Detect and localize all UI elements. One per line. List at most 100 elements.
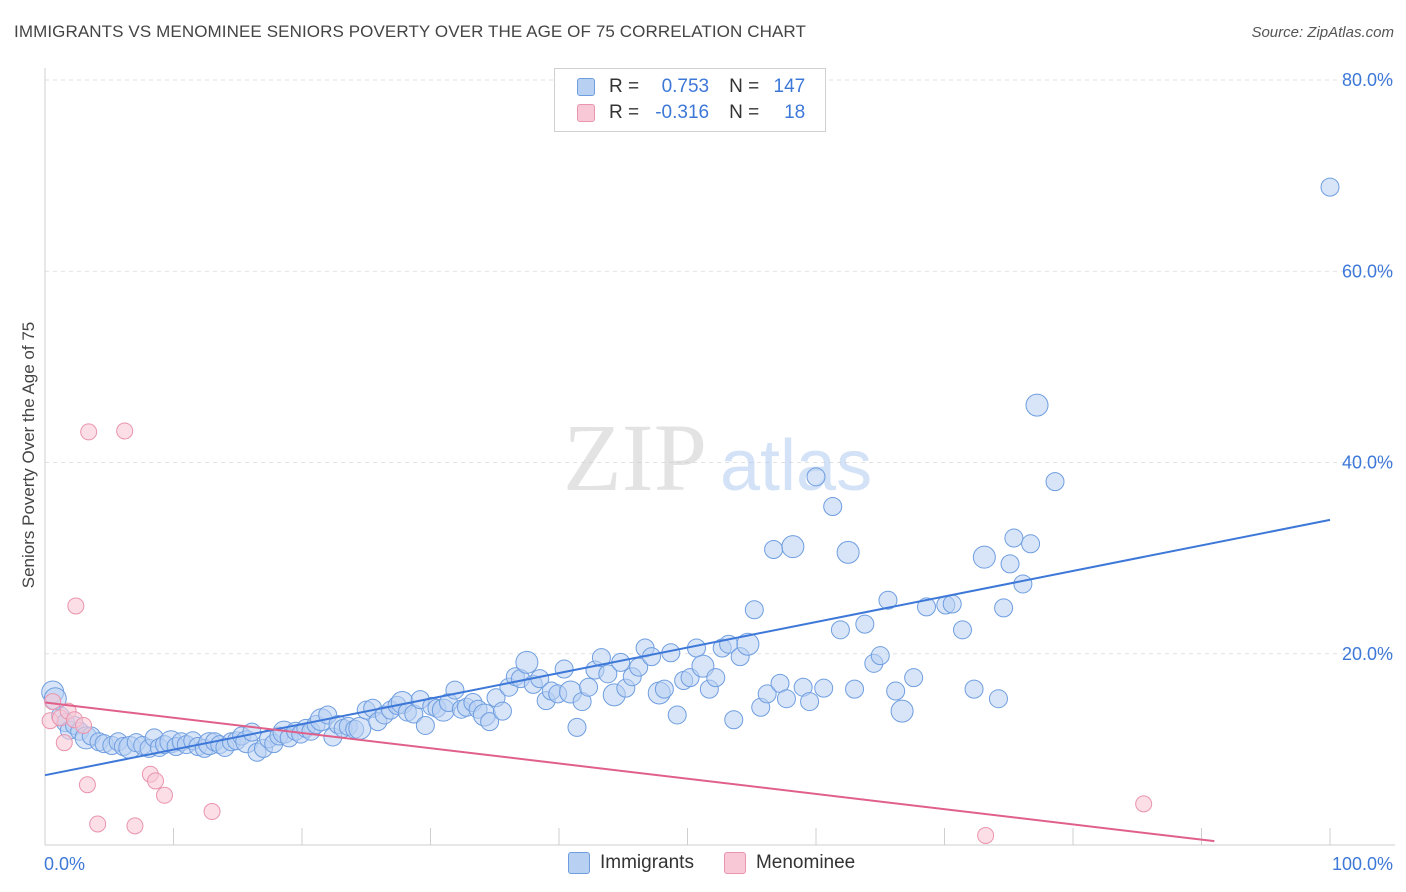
immigrants-point <box>579 677 599 697</box>
watermark-zip: ZIP <box>563 404 707 511</box>
immigrants-point <box>988 689 1008 709</box>
menominee-point <box>116 422 134 440</box>
legend-r-label: R = <box>609 76 640 97</box>
immigrants-point <box>836 540 860 564</box>
menominee-point <box>156 786 174 804</box>
immigrants-point <box>480 712 500 732</box>
menominee-point <box>1135 795 1153 813</box>
immigrants-point <box>806 467 826 487</box>
legend-r-value: -0.316 <box>655 102 710 123</box>
immigrants-point <box>823 496 843 516</box>
immigrants-trend-line <box>44 518 1331 777</box>
immigrants-point <box>736 632 760 656</box>
x-tick-labels: 0.0% 100.0% <box>44 854 1393 874</box>
immigrants-point <box>917 597 937 617</box>
legend-n-label: N = <box>729 76 760 97</box>
y-tick-label: 80.0% <box>1342 70 1393 90</box>
immigrants-point <box>554 659 574 679</box>
immigrants-point <box>1013 574 1033 594</box>
immigrants-point <box>1025 393 1049 417</box>
menominee-trend-line <box>44 701 1215 843</box>
immigrants-point <box>654 679 674 699</box>
immigrants-point <box>776 689 796 709</box>
immigrants-swatch <box>568 852 590 874</box>
legend-row-menominee: R = -0.316 N = 18 <box>577 100 805 126</box>
menominee-point <box>147 772 165 790</box>
menominee-point <box>977 826 995 844</box>
y-tick-label: 40.0% <box>1342 453 1393 473</box>
x-tick-label: 0.0% <box>44 854 85 874</box>
immigrants-point <box>994 598 1014 618</box>
immigrants-point <box>415 715 435 735</box>
menominee-point <box>55 734 73 752</box>
immigrants-point <box>706 668 726 688</box>
immigrants-point <box>964 679 984 699</box>
immigrants-point <box>952 620 972 640</box>
trend-lines <box>44 518 1331 843</box>
x-tick-label: 100.0% <box>1332 854 1393 874</box>
menominee-point <box>203 803 221 821</box>
immigrants-point <box>972 545 996 569</box>
bottom-legend-label: Menominee <box>755 852 856 873</box>
immigrants-point <box>814 678 834 698</box>
immigrants-point <box>800 692 820 712</box>
legend-n-value: 147 <box>773 76 806 97</box>
menominee-point <box>78 776 96 794</box>
y-tick-label: 60.0% <box>1342 261 1393 281</box>
immigrants-point <box>904 668 924 688</box>
bottom-legend: Immigrants Menominee <box>568 852 885 874</box>
immigrants-point <box>830 620 850 640</box>
immigrants-point <box>781 535 805 559</box>
menominee-point <box>75 716 93 734</box>
menominee-point <box>44 693 62 711</box>
legend-box: R = 0.753 N = 147 R = -0.316 N = 18 <box>554 68 826 132</box>
menominee-point <box>67 597 85 615</box>
immigrants-point <box>492 701 512 721</box>
immigrants-point <box>1004 528 1024 548</box>
immigrants-point <box>886 681 906 701</box>
menominee-point <box>80 423 98 441</box>
immigrants-point <box>1000 554 1020 574</box>
y-axis-label: Seniors Poverty Over the Age of 75 <box>19 322 38 588</box>
legend-row-immigrants: R = 0.753 N = 147 <box>577 74 805 100</box>
legend-n-label: N = <box>729 102 760 123</box>
y-tick-label: 20.0% <box>1342 644 1393 664</box>
immigrants-point <box>764 540 784 560</box>
source-label: Source: ZipAtlas.com <box>1251 24 1394 41</box>
menominee-points <box>41 422 1153 844</box>
immigrants-swatch <box>577 78 595 96</box>
immigrants-point <box>878 590 898 610</box>
immigrants-point <box>591 648 611 668</box>
immigrants-point <box>757 684 777 704</box>
watermark-atlas: atlas <box>720 426 872 506</box>
bottom-legend-label: Immigrants <box>600 852 694 873</box>
immigrants-point <box>724 710 744 730</box>
immigrants-point <box>890 699 914 723</box>
watermark: ZIP atlas <box>563 404 872 511</box>
bottom-legend-immigrants: Immigrants <box>568 852 694 874</box>
immigrants-point <box>942 594 962 614</box>
immigrants-point <box>598 664 618 684</box>
chart-title: IMMIGRANTS VS MENOMINEE SENIORS POVERTY … <box>14 22 806 41</box>
immigrants-point <box>870 646 890 666</box>
menominee-swatch <box>577 104 595 122</box>
menominee-swatch <box>723 852 746 874</box>
immigrants-points <box>41 177 1340 762</box>
y-tick-labels: 20.0% 40.0% 60.0% 80.0% <box>1342 70 1393 664</box>
immigrants-point <box>515 650 539 674</box>
immigrants-point <box>845 679 865 699</box>
menominee-point <box>126 817 144 835</box>
menominee-point <box>89 815 107 833</box>
bottom-legend-menominee: Menominee <box>723 852 856 874</box>
immigrants-point <box>667 705 687 725</box>
immigrants-point <box>567 717 587 737</box>
legend-n-value: 18 <box>784 102 806 123</box>
immigrants-point <box>1021 534 1041 554</box>
immigrants-point <box>744 600 764 620</box>
immigrants-point <box>1045 472 1065 492</box>
legend-r-label: R = <box>609 102 640 123</box>
legend-r-value: 0.753 <box>661 76 710 97</box>
immigrants-point <box>445 680 465 700</box>
grid-lines <box>45 79 1395 655</box>
